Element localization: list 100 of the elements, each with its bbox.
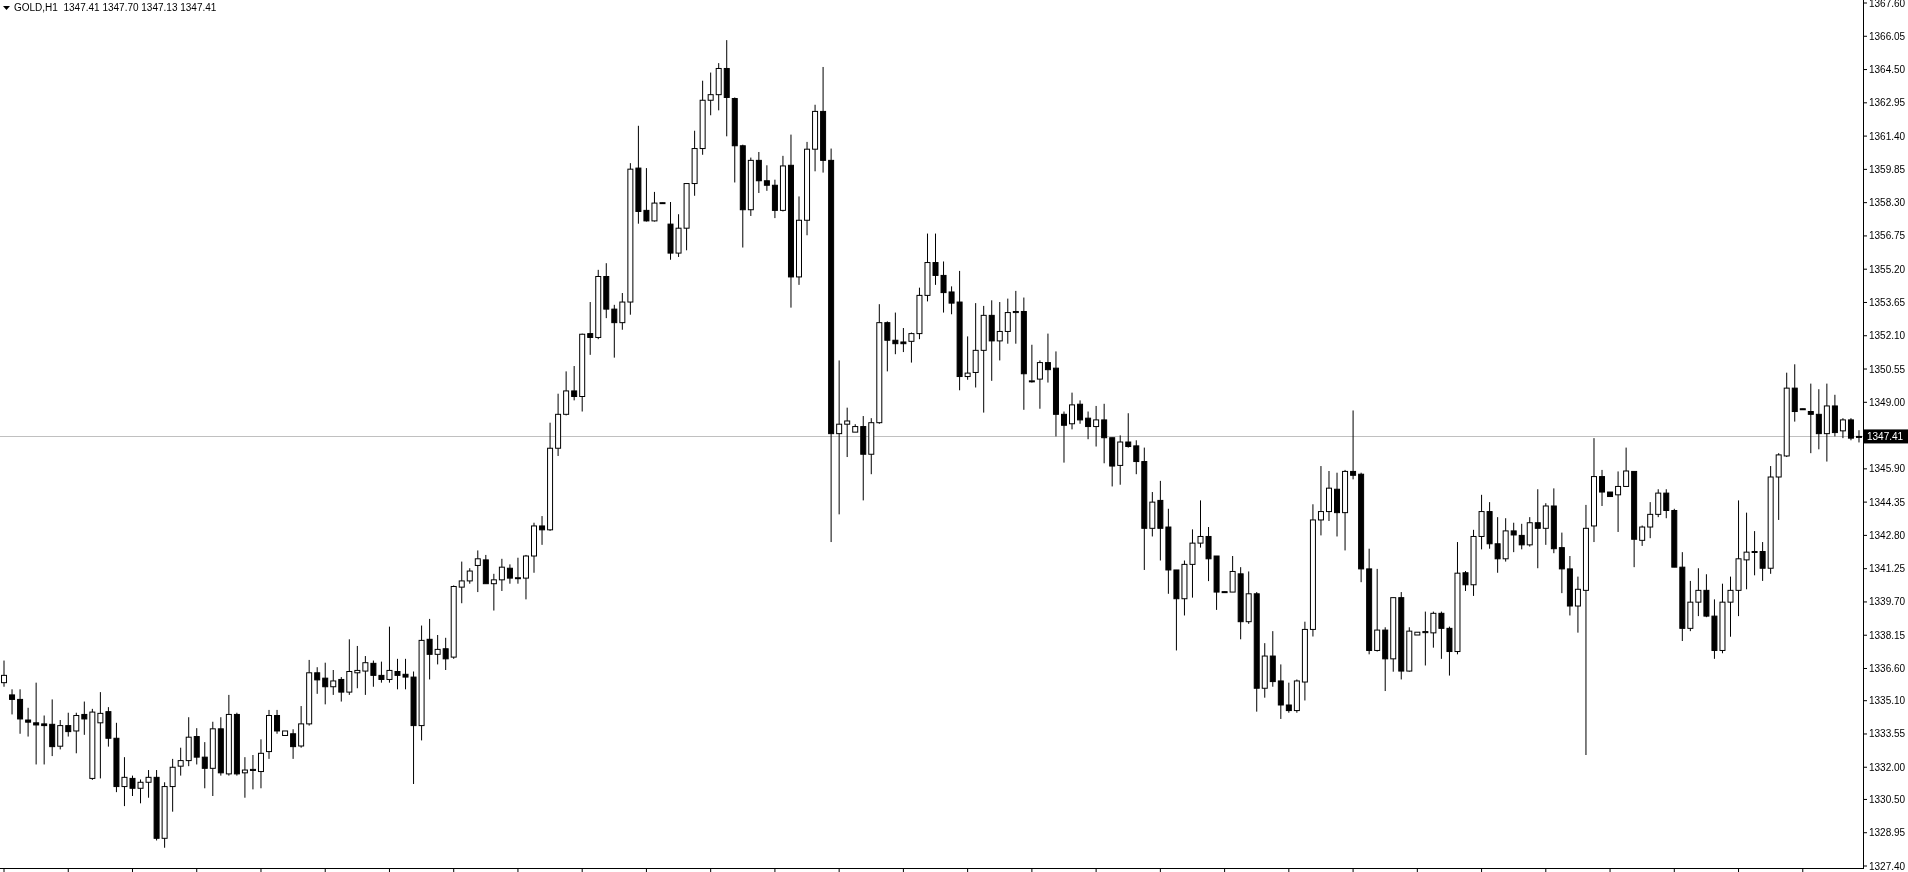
- candlestick: [346, 638, 353, 696]
- candlestick: [1117, 434, 1124, 486]
- y-tick-label: 1336.60: [1869, 663, 1906, 674]
- candlestick: [257, 738, 264, 789]
- y-tick-label: 1344.35: [1869, 496, 1906, 508]
- candlestick: [1599, 469, 1606, 507]
- y-tick-label: 1358.30: [1869, 197, 1906, 209]
- candlestick: [322, 662, 329, 705]
- y-tick-label: 1359.85: [1869, 163, 1906, 175]
- candlestick: [193, 727, 200, 765]
- candlestick: [185, 716, 192, 767]
- candlestick: [1350, 409, 1357, 480]
- y-tick-label: 1366.05: [1869, 30, 1906, 42]
- candlestick: [1775, 452, 1782, 521]
- chart-title: GOLD,H1 1347.41 1347.70 1347.13 1347.41: [14, 2, 217, 13]
- candlestick: [1807, 383, 1814, 454]
- candlestick: [1374, 568, 1381, 653]
- candlestick: [996, 301, 1003, 361]
- y-tick-label: 1332.00: [1869, 761, 1906, 773]
- candlestick: [338, 676, 345, 703]
- y-tick-label: 1339.70: [1869, 596, 1906, 608]
- y-tick-label: 1353.65: [1869, 296, 1906, 308]
- y-tick-label: 1350.55: [1869, 363, 1906, 375]
- y-tick-label: 1361.40: [1869, 130, 1906, 142]
- y-tick-label: 1362.95: [1869, 97, 1906, 109]
- candlestick: [41, 715, 48, 765]
- candlestick: [1004, 298, 1011, 345]
- candlestick: [506, 563, 513, 585]
- candlestick: [298, 705, 305, 749]
- candlestick: [249, 754, 256, 790]
- candlestick: [498, 558, 505, 592]
- candlestick: [1036, 359, 1043, 410]
- candlestick: [587, 301, 594, 356]
- candlestick: [1101, 403, 1108, 464]
- candlestick: [57, 719, 64, 750]
- candlestick: [1012, 290, 1019, 345]
- y-tick-label: 1330.50: [1869, 793, 1906, 805]
- candlestick: [1791, 363, 1798, 423]
- candlestick: [755, 151, 762, 194]
- candlestick: [81, 701, 88, 736]
- candlestick: [1663, 488, 1670, 519]
- candlestick: [482, 554, 489, 585]
- candlestick: [836, 359, 843, 515]
- candlestick: [563, 370, 570, 416]
- y-tick-label: 1352.10: [1869, 330, 1906, 342]
- candlestick: [1285, 682, 1292, 714]
- candlestick: [474, 549, 481, 593]
- y-tick-label: 1333.55: [1869, 728, 1906, 740]
- y-tick-label: 1335.10: [1869, 695, 1906, 707]
- candlestick: [1518, 523, 1525, 550]
- candlestick: [49, 698, 56, 757]
- candlestick: [844, 407, 851, 458]
- candlestick: [1542, 502, 1549, 546]
- y-tick-label: 1355.20: [1869, 263, 1906, 275]
- y-tick-label: 1349.00: [1869, 396, 1906, 408]
- candlestick: [314, 666, 321, 695]
- candlestick: [1334, 472, 1341, 537]
- candlestick: [763, 164, 770, 192]
- candlestick: [1510, 522, 1517, 553]
- y-tick-label: 1338.15: [1869, 629, 1906, 641]
- candlestick: [1847, 417, 1854, 441]
- candlestick: [1069, 392, 1076, 430]
- candlestick: [290, 728, 297, 760]
- candlestick: [707, 72, 714, 116]
- candlestick: [1044, 333, 1051, 384]
- candlestick: [1, 660, 8, 688]
- candlestick: [1125, 412, 1132, 449]
- candlestick: [1839, 417, 1846, 439]
- candlestick: [1558, 532, 1565, 594]
- ref-line-label: 1347.41: [1867, 430, 1904, 442]
- candlestick: [274, 709, 281, 735]
- y-tick-label: 1364.50: [1869, 64, 1906, 76]
- candlestick: [33, 682, 40, 765]
- candlestick: [1085, 411, 1092, 440]
- candlestick: [354, 645, 361, 689]
- candlestick: [1815, 388, 1822, 450]
- candlestick: [1093, 405, 1100, 448]
- candlestick: [514, 557, 521, 585]
- candlestick: [1574, 576, 1581, 634]
- y-tick-label: 1367.60: [1869, 0, 1906, 9]
- candlestick: [330, 669, 337, 696]
- candlestick: [1077, 399, 1084, 425]
- candlestick: [1325, 470, 1332, 522]
- candlestick: [884, 320, 891, 372]
- candlestick: [1061, 411, 1067, 464]
- candlestick: [177, 747, 184, 777]
- candlestick: [201, 741, 208, 789]
- candlestick: [1623, 447, 1630, 487]
- candlestick: [458, 561, 465, 604]
- candlestick: [611, 304, 618, 359]
- candlestick: [1526, 516, 1533, 548]
- candlestick: [73, 712, 80, 754]
- candlestick: [9, 688, 16, 715]
- y-tick-label: 1345.90: [1869, 463, 1906, 475]
- candlestick: [25, 707, 32, 738]
- candlestick: [1028, 344, 1035, 384]
- candlestick: [619, 292, 626, 331]
- candlestick: [1615, 470, 1622, 533]
- candlestick: [442, 637, 449, 671]
- candlestick: [972, 302, 979, 388]
